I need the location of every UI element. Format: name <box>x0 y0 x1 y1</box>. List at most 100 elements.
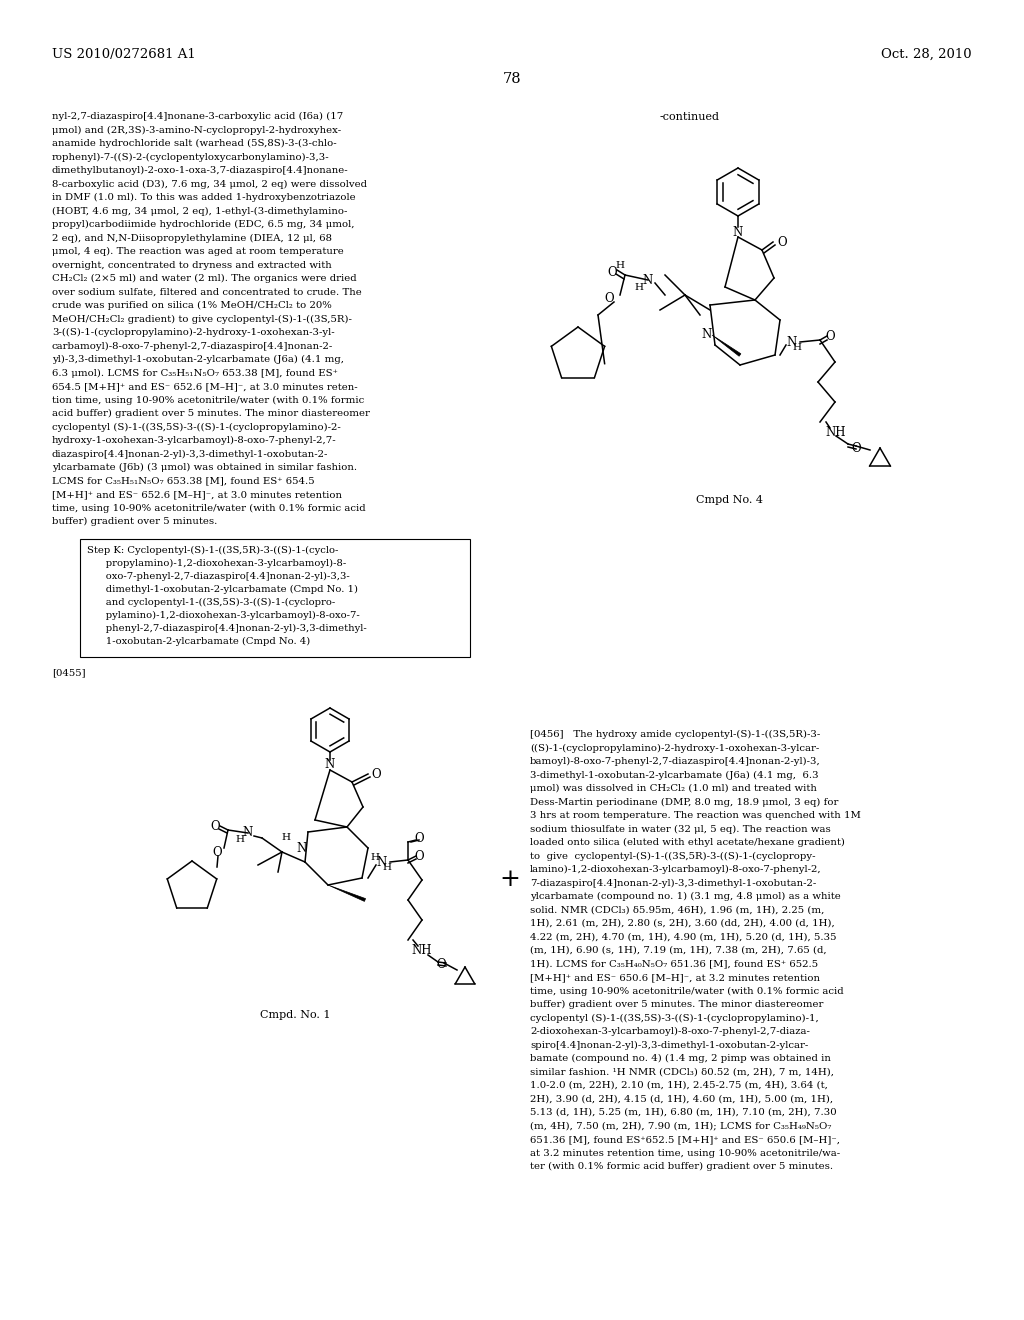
Text: 654.5 [M+H]⁺ and ES⁻ 652.6 [M–H]⁻, at 3.0 minutes reten-: 654.5 [M+H]⁺ and ES⁻ 652.6 [M–H]⁻, at 3.… <box>52 381 357 391</box>
Text: Oct. 28, 2010: Oct. 28, 2010 <box>882 48 972 61</box>
Text: ylcarbamate (J6b) (3 μmol) was obtained in similar fashion.: ylcarbamate (J6b) (3 μmol) was obtained … <box>52 463 357 473</box>
Text: 651.36 [M], found ES⁺652.5 [M+H]⁺ and ES⁻ 650.6 [M–H]⁻,: 651.36 [M], found ES⁺652.5 [M+H]⁺ and ES… <box>530 1135 840 1144</box>
Text: N: N <box>297 842 307 854</box>
Text: O: O <box>604 292 613 305</box>
Text: (HOBT, 4.6 mg, 34 μmol, 2 eq), 1-ethyl-(3-dimethylamino-: (HOBT, 4.6 mg, 34 μmol, 2 eq), 1-ethyl-(… <box>52 206 347 215</box>
Text: CH₂Cl₂ (2×5 ml) and water (2 ml). The organics were dried: CH₂Cl₂ (2×5 ml) and water (2 ml). The or… <box>52 275 356 282</box>
Text: O: O <box>414 832 424 845</box>
Text: -continued: -continued <box>660 112 720 121</box>
Text: O: O <box>851 441 860 454</box>
Text: [M+H]⁺ and ES⁻ 650.6 [M–H]⁻, at 3.2 minutes retention: [M+H]⁺ and ES⁻ 650.6 [M–H]⁻, at 3.2 minu… <box>530 973 820 982</box>
Text: [0455]: [0455] <box>52 668 86 677</box>
Text: spiro[4.4]nonan-2-yl)-3,3-dimethyl-1-oxobutan-2-ylcar-: spiro[4.4]nonan-2-yl)-3,3-dimethyl-1-oxo… <box>530 1040 808 1049</box>
Text: N: N <box>701 329 712 342</box>
Text: ylcarbamate (compound no. 1) (3.1 mg, 4.8 μmol) as a white: ylcarbamate (compound no. 1) (3.1 mg, 4.… <box>530 892 841 902</box>
Text: 78: 78 <box>503 73 521 86</box>
Text: [0456]   The hydroxy amide cyclopentyl-(S)-1-((3S,5R)-3-: [0456] The hydroxy amide cyclopentyl-(S)… <box>530 730 820 739</box>
Text: NH: NH <box>825 425 846 438</box>
Text: H: H <box>382 863 391 873</box>
Text: μmol) was dissolved in CH₂Cl₂ (1.0 ml) and treated with: μmol) was dissolved in CH₂Cl₂ (1.0 ml) a… <box>530 784 817 793</box>
Text: H: H <box>792 343 801 352</box>
Text: propylamino)-1,2-dioxohexan-3-ylcarbamoyl)-8-: propylamino)-1,2-dioxohexan-3-ylcarbamoy… <box>87 558 346 568</box>
Text: buffer) gradient over 5 minutes.: buffer) gradient over 5 minutes. <box>52 517 217 527</box>
Text: sodium thiosulfate in water (32 μl, 5 eq). The reaction was: sodium thiosulfate in water (32 μl, 5 eq… <box>530 825 830 834</box>
Text: dimethylbutanoyl)-2-oxo-1-oxa-3,7-diazaspiro[4.4]nonane-: dimethylbutanoyl)-2-oxo-1-oxa-3,7-diazas… <box>52 166 348 176</box>
Text: pylamino)-1,2-dioxohexan-3-ylcarbamoyl)-8-oxo-7-: pylamino)-1,2-dioxohexan-3-ylcarbamoyl)-… <box>87 610 359 619</box>
Text: lamino)-1,2-dioxohexan-3-ylcarbamoyl)-8-oxo-7-phenyl-2,: lamino)-1,2-dioxohexan-3-ylcarbamoyl)-8-… <box>530 865 821 874</box>
Text: yl)-3,3-dimethyl-1-oxobutan-2-ylcarbamate (J6a) (4.1 mg,: yl)-3,3-dimethyl-1-oxobutan-2-ylcarbamat… <box>52 355 344 364</box>
Text: N: N <box>786 335 797 348</box>
Text: US 2010/0272681 A1: US 2010/0272681 A1 <box>52 48 196 61</box>
Text: ((S)-1-(cyclopropylamino)-2-hydroxy-1-oxohexan-3-ylcar-: ((S)-1-(cyclopropylamino)-2-hydroxy-1-ox… <box>530 743 819 752</box>
Text: N: N <box>733 226 743 239</box>
Text: diazaspiro[4.4]nonan-2-yl)-3,3-dimethyl-1-oxobutan-2-: diazaspiro[4.4]nonan-2-yl)-3,3-dimethyl-… <box>52 450 329 458</box>
Text: N: N <box>643 273 653 286</box>
Text: bamoyl)-8-oxo-7-phenyl-2,7-diazaspiro[4.4]nonan-2-yl)-3,: bamoyl)-8-oxo-7-phenyl-2,7-diazaspiro[4.… <box>530 756 821 766</box>
Text: (m, 1H), 6.90 (s, 1H), 7.19 (m, 1H), 7.38 (m, 2H), 7.65 (d,: (m, 1H), 6.90 (s, 1H), 7.19 (m, 1H), 7.3… <box>530 946 826 954</box>
Text: and cyclopentyl-1-((3S,5S)-3-((S)-1-(cyclopro-: and cyclopentyl-1-((3S,5S)-3-((S)-1-(cyc… <box>87 598 335 607</box>
Text: bamate (compound no. 4) (1.4 mg, 2 pimp was obtained in: bamate (compound no. 4) (1.4 mg, 2 pimp … <box>530 1053 830 1063</box>
Text: 1H). LCMS for C₃₅H₄₀N₅O₇ 651.36 [M], found ES⁺ 652.5: 1H). LCMS for C₃₅H₄₀N₅O₇ 651.36 [M], fou… <box>530 960 818 969</box>
Text: H: H <box>634 282 643 292</box>
Text: time, using 10-90% acetonitrile/water (with 0.1% formic acid: time, using 10-90% acetonitrile/water (w… <box>530 986 844 995</box>
Text: buffer) gradient over 5 minutes. The minor diastereomer: buffer) gradient over 5 minutes. The min… <box>530 1001 823 1008</box>
Text: 2-dioxohexan-3-ylcarbamoyl)-8-oxo-7-phenyl-2,7-diaza-: 2-dioxohexan-3-ylcarbamoyl)-8-oxo-7-phen… <box>530 1027 810 1036</box>
Text: 3-((S)-1-(cyclopropylamino)-2-hydroxy-1-oxohexan-3-yl-: 3-((S)-1-(cyclopropylamino)-2-hydroxy-1-… <box>52 327 335 337</box>
Text: over sodium sulfate, filtered and concentrated to crude. The: over sodium sulfate, filtered and concen… <box>52 288 361 297</box>
Text: 2 eq), and N,N-Diisopropylethylamine (DIEA, 12 μl, 68: 2 eq), and N,N-Diisopropylethylamine (DI… <box>52 234 332 243</box>
Text: μmol) and (2R,3S)-3-amino-N-cyclopropyl-2-hydroxyhex-: μmol) and (2R,3S)-3-amino-N-cyclopropyl-… <box>52 125 341 135</box>
Text: crude was purified on silica (1% MeOH/CH₂Cl₂ to 20%: crude was purified on silica (1% MeOH/CH… <box>52 301 332 310</box>
Polygon shape <box>328 884 366 902</box>
Text: 3 hrs at room temperature. The reaction was quenched with 1M: 3 hrs at room temperature. The reaction … <box>530 810 861 820</box>
Text: carbamoyl)-8-oxo-7-phenyl-2,7-diazaspiro[4.4]nonan-2-: carbamoyl)-8-oxo-7-phenyl-2,7-diazaspiro… <box>52 342 333 351</box>
Text: loaded onto silica (eluted with ethyl acetate/hexane gradient): loaded onto silica (eluted with ethyl ac… <box>530 838 845 847</box>
Text: cyclopentyl (S)-1-((3S,5S)-3-((S)-1-(cyclopropylamino)-2-: cyclopentyl (S)-1-((3S,5S)-3-((S)-1-(cyc… <box>52 422 341 432</box>
Text: 6.3 μmol). LCMS for C₃₅H₅₁N₅O₇ 653.38 [M], found ES⁺: 6.3 μmol). LCMS for C₃₅H₅₁N₅O₇ 653.38 [M… <box>52 368 338 378</box>
Text: H: H <box>282 833 291 842</box>
Text: anamide hydrochloride salt (warhead (5S,8S)-3-(3-chlo-: anamide hydrochloride salt (warhead (5S,… <box>52 139 337 148</box>
Text: O: O <box>825 330 835 342</box>
Text: O: O <box>414 850 424 862</box>
Text: O: O <box>212 846 222 858</box>
Polygon shape <box>712 335 741 356</box>
Text: 1H), 2.61 (m, 2H), 2.80 (s, 2H), 3.60 (dd, 2H), 4.00 (d, 1H),: 1H), 2.61 (m, 2H), 2.80 (s, 2H), 3.60 (d… <box>530 919 835 928</box>
Text: N: N <box>325 759 335 771</box>
Text: H: H <box>234 836 244 845</box>
Text: tion time, using 10-90% acetonitrile/water (with 0.1% formic: tion time, using 10-90% acetonitrile/wat… <box>52 396 365 405</box>
Text: O: O <box>607 265 616 279</box>
Text: N: N <box>243 826 253 840</box>
Text: O: O <box>777 235 786 248</box>
Text: 8-carboxylic acid (D3), 7.6 mg, 34 μmol, 2 eq) were dissolved: 8-carboxylic acid (D3), 7.6 mg, 34 μmol,… <box>52 180 367 189</box>
Text: overnight, concentrated to dryness and extracted with: overnight, concentrated to dryness and e… <box>52 260 332 269</box>
Text: rophenyl)-7-((S)-2-(cyclopentyloxycarbonylamino)-3,3-: rophenyl)-7-((S)-2-(cyclopentyloxycarbon… <box>52 153 330 161</box>
Bar <box>80 539 470 656</box>
Text: at 3.2 minutes retention time, using 10-90% acetonitrile/wa-: at 3.2 minutes retention time, using 10-… <box>530 1148 840 1158</box>
Text: ter (with 0.1% formic acid buffer) gradient over 5 minutes.: ter (with 0.1% formic acid buffer) gradi… <box>530 1162 834 1171</box>
Text: Cmpd No. 4: Cmpd No. 4 <box>696 495 764 506</box>
Text: oxo-7-phenyl-2,7-diazaspiro[4.4]nonan-2-yl)-3,3-: oxo-7-phenyl-2,7-diazaspiro[4.4]nonan-2-… <box>87 572 350 581</box>
Text: 7-diazaspiro[4.4]nonan-2-yl)-3,3-dimethyl-1-oxobutan-2-: 7-diazaspiro[4.4]nonan-2-yl)-3,3-dimethy… <box>530 879 816 887</box>
Text: solid. NMR (CDCl₃) δ5.95m, 46H), 1.96 (m, 1H), 2.25 (m,: solid. NMR (CDCl₃) δ5.95m, 46H), 1.96 (m… <box>530 906 824 915</box>
Text: Step K: Cyclopentyl-(S)-1-((3S,5R)-3-((S)-1-(cyclo-: Step K: Cyclopentyl-(S)-1-((3S,5R)-3-((S… <box>87 545 338 554</box>
Text: MeOH/CH₂Cl₂ gradient) to give cyclopentyl-(S)-1-((3S,5R)-: MeOH/CH₂Cl₂ gradient) to give cyclopenty… <box>52 314 352 323</box>
Text: to  give  cyclopentyl-(S)-1-((3S,5R)-3-((S)-1-(cyclopropy-: to give cyclopentyl-(S)-1-((3S,5R)-3-((S… <box>530 851 815 861</box>
Text: time, using 10-90% acetonitrile/water (with 0.1% formic acid: time, using 10-90% acetonitrile/water (w… <box>52 503 366 512</box>
Text: hydroxy-1-oxohexan-3-ylcarbamoyl)-8-oxo-7-phenyl-2,7-: hydroxy-1-oxohexan-3-ylcarbamoyl)-8-oxo-… <box>52 436 337 445</box>
Text: in DMF (1.0 ml). To this was added 1-hydroxybenzotriazole: in DMF (1.0 ml). To this was added 1-hyd… <box>52 193 355 202</box>
Text: 1-oxobutan-2-ylcarbamate (Cmpd No. 4): 1-oxobutan-2-ylcarbamate (Cmpd No. 4) <box>87 636 310 645</box>
Text: μmol, 4 eq). The reaction was aged at room temperature: μmol, 4 eq). The reaction was aged at ro… <box>52 247 344 256</box>
Text: 1.0-2.0 (m, 22H), 2.10 (m, 1H), 2.45-2.75 (m, 4H), 3.64 (t,: 1.0-2.0 (m, 22H), 2.10 (m, 1H), 2.45-2.7… <box>530 1081 827 1090</box>
Text: [M+H]⁺ and ES⁻ 652.6 [M–H]⁻, at 3.0 minutes retention: [M+H]⁺ and ES⁻ 652.6 [M–H]⁻, at 3.0 minu… <box>52 490 342 499</box>
Text: acid buffer) gradient over 5 minutes. The minor diastereomer: acid buffer) gradient over 5 minutes. Th… <box>52 409 370 418</box>
Text: 5.13 (d, 1H), 5.25 (m, 1H), 6.80 (m, 1H), 7.10 (m, 2H), 7.30: 5.13 (d, 1H), 5.25 (m, 1H), 6.80 (m, 1H)… <box>530 1107 837 1117</box>
Text: 2H), 3.90 (d, 2H), 4.15 (d, 1H), 4.60 (m, 1H), 5.00 (m, 1H),: 2H), 3.90 (d, 2H), 4.15 (d, 1H), 4.60 (m… <box>530 1094 834 1104</box>
Text: cyclopentyl (S)-1-((3S,5S)-3-((S)-1-(cyclopropylamino)-1,: cyclopentyl (S)-1-((3S,5S)-3-((S)-1-(cyc… <box>530 1014 819 1023</box>
Text: H: H <box>615 261 625 271</box>
Text: Cmpd. No. 1: Cmpd. No. 1 <box>260 1010 331 1020</box>
Text: O: O <box>436 958 445 972</box>
Text: phenyl-2,7-diazaspiro[4.4]nonan-2-yl)-3,3-dimethyl-: phenyl-2,7-diazaspiro[4.4]nonan-2-yl)-3,… <box>87 623 367 632</box>
Text: 3-dimethyl-1-oxobutan-2-ylcarbamate (J6a) (4.1 mg,  6.3: 3-dimethyl-1-oxobutan-2-ylcarbamate (J6a… <box>530 771 818 780</box>
Text: H: H <box>370 854 379 862</box>
Text: LCMS for C₃₅H₅₁N₅O₇ 653.38 [M], found ES⁺ 654.5: LCMS for C₃₅H₅₁N₅O₇ 653.38 [M], found ES… <box>52 477 314 486</box>
Text: O: O <box>371 767 381 780</box>
